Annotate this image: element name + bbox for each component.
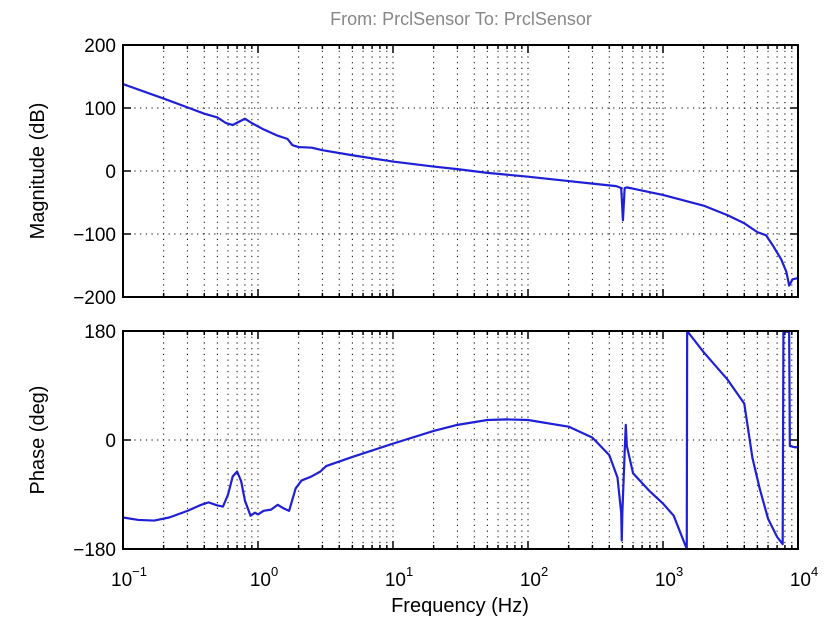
phase-y-tick-label: −180 [73, 540, 116, 561]
phase-axes-frame [122, 330, 799, 550]
x-tick-label: 101 [385, 564, 413, 591]
x-tick-label: 10−1 [111, 564, 147, 591]
phase-ticks: 180 0 −180 [73, 322, 798, 561]
magnitude-panel: 200 100 0 −100 −200 Magnitude (dB) [27, 36, 799, 309]
x-tick-label: 100 [250, 564, 278, 591]
phase-y-tick-label: 180 [84, 322, 116, 343]
magnitude-axes-frame [122, 44, 799, 298]
magnitude-series-line [122, 83, 799, 287]
phase-y-tick-label: 0 [105, 431, 116, 452]
x-tick-label: 102 [520, 564, 548, 591]
magnitude-y-tick-label: 100 [84, 99, 116, 120]
magnitude-ylabel: Magnitude (dB) [27, 103, 49, 240]
phase-grid [123, 331, 798, 549]
x-axis-label: Frequency (Hz) [391, 595, 529, 617]
x-tick-label: 103 [655, 564, 683, 591]
magnitude-grid [123, 45, 798, 297]
magnitude-y-tick-label: −200 [73, 288, 116, 309]
x-tick-label: 104 [790, 564, 818, 591]
chart-title: From: PrclSensor To: PrclSensor [330, 9, 592, 29]
magnitude-y-tick-label: 200 [84, 36, 116, 57]
magnitude-y-tick-label: −100 [73, 225, 116, 246]
x-tick-labels: 10−1 100 101 102 103 104 [111, 564, 818, 591]
magnitude-y-tick-label: 0 [105, 162, 116, 183]
phase-panel: 180 0 −180 Phase (deg) [27, 322, 799, 561]
magnitude-ticks: 200 100 0 −100 −200 [73, 36, 798, 309]
phase-series-line [122, 329, 798, 551]
phase-ylabel: Phase (deg) [27, 386, 49, 495]
